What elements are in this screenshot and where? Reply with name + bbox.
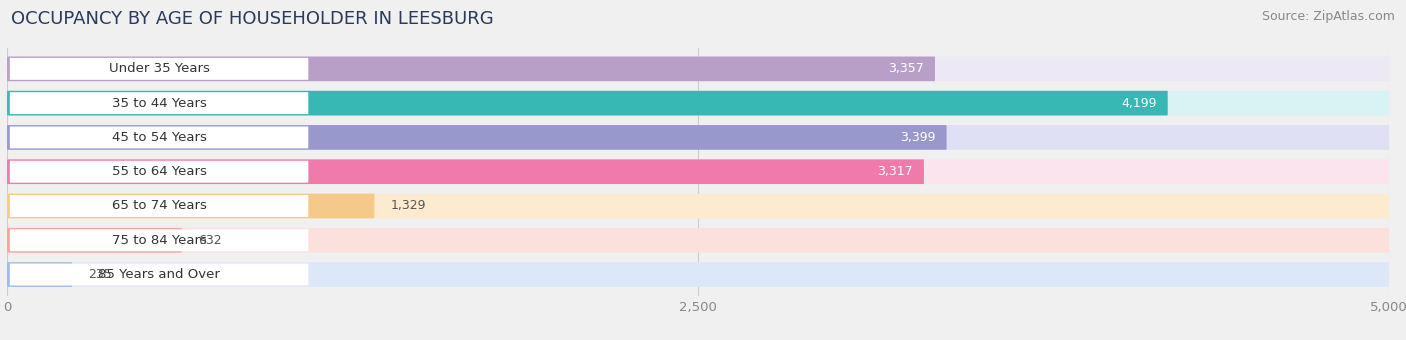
FancyBboxPatch shape [10, 58, 308, 80]
FancyBboxPatch shape [7, 159, 924, 184]
Text: 235: 235 [89, 268, 112, 281]
FancyBboxPatch shape [7, 91, 1168, 116]
FancyBboxPatch shape [10, 195, 308, 217]
FancyBboxPatch shape [10, 229, 308, 251]
FancyBboxPatch shape [7, 194, 1389, 218]
FancyBboxPatch shape [10, 264, 308, 286]
Text: 3,399: 3,399 [900, 131, 935, 144]
Text: 65 to 74 Years: 65 to 74 Years [111, 200, 207, 212]
Text: 85 Years and Over: 85 Years and Over [98, 268, 219, 281]
FancyBboxPatch shape [7, 262, 72, 287]
FancyBboxPatch shape [10, 161, 308, 183]
Text: 4,199: 4,199 [1121, 97, 1157, 109]
FancyBboxPatch shape [7, 228, 1389, 253]
Text: Under 35 Years: Under 35 Years [108, 62, 209, 75]
Text: 1,329: 1,329 [391, 200, 426, 212]
Text: 75 to 84 Years: 75 to 84 Years [111, 234, 207, 247]
Text: Source: ZipAtlas.com: Source: ZipAtlas.com [1261, 10, 1395, 23]
FancyBboxPatch shape [7, 228, 181, 253]
FancyBboxPatch shape [7, 262, 1389, 287]
FancyBboxPatch shape [10, 126, 308, 148]
FancyBboxPatch shape [7, 56, 1389, 81]
FancyBboxPatch shape [7, 91, 1389, 116]
FancyBboxPatch shape [7, 125, 1389, 150]
FancyBboxPatch shape [7, 159, 1389, 184]
FancyBboxPatch shape [10, 92, 308, 114]
Text: 3,317: 3,317 [877, 165, 912, 178]
Text: 632: 632 [198, 234, 222, 247]
Text: 3,357: 3,357 [889, 62, 924, 75]
Text: 45 to 54 Years: 45 to 54 Years [111, 131, 207, 144]
Text: 55 to 64 Years: 55 to 64 Years [111, 165, 207, 178]
Text: 35 to 44 Years: 35 to 44 Years [111, 97, 207, 109]
FancyBboxPatch shape [7, 194, 374, 218]
FancyBboxPatch shape [7, 125, 946, 150]
Text: OCCUPANCY BY AGE OF HOUSEHOLDER IN LEESBURG: OCCUPANCY BY AGE OF HOUSEHOLDER IN LEESB… [11, 10, 494, 28]
FancyBboxPatch shape [7, 56, 935, 81]
